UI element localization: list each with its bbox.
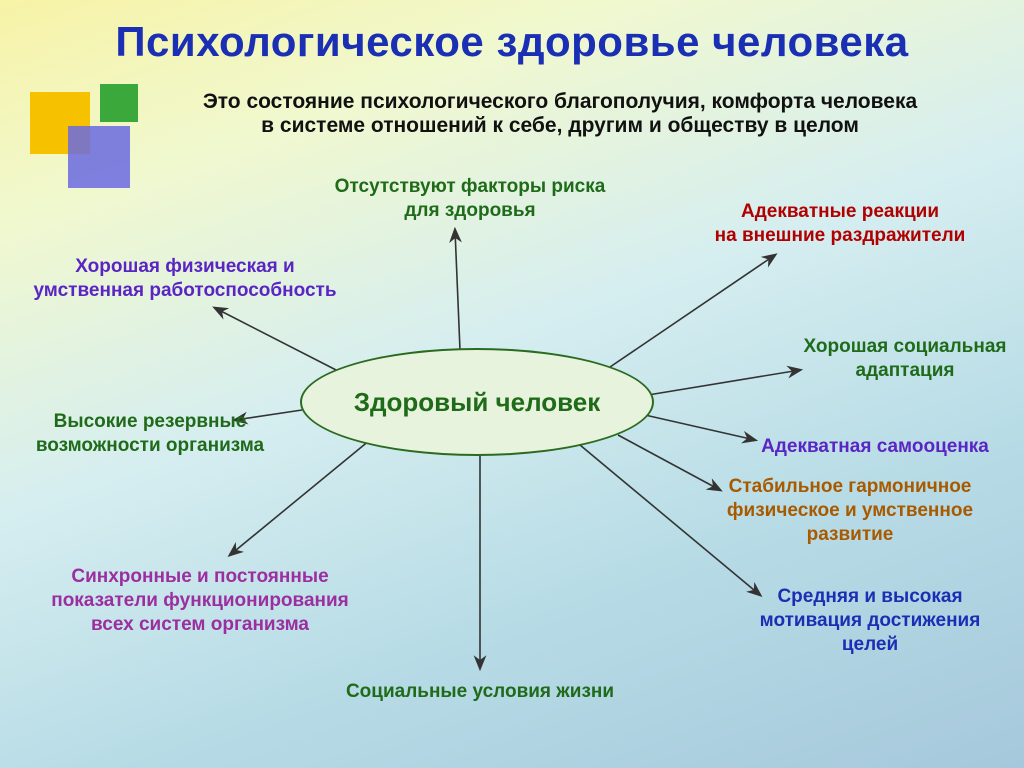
node-physical-mental: Хорошая физическая и умственная работоспо… xyxy=(15,255,355,303)
subtitle-line2: в системе отношений к себе, другим и общ… xyxy=(261,114,859,137)
node-risk-factors-line0: Отсутствуют факторы риска xyxy=(335,176,606,197)
diagram-canvas: Психологическое здоровье человека Это со… xyxy=(0,0,1024,768)
node-physical-mental-line1: умственная работоспособность xyxy=(33,280,336,301)
node-social-adaptation-line1: адаптация xyxy=(856,360,955,381)
node-adequate-reactions: Адекватные реакции на внешние раздражител… xyxy=(680,200,1000,248)
deco-square-green xyxy=(100,84,138,122)
node-motivation: Средняя и высокая мотивация достижения цел… xyxy=(740,585,1000,656)
node-motivation-line0: Средняя и высокая xyxy=(777,586,962,607)
node-reserve-capacity-line1: возможности организма xyxy=(36,435,264,456)
subtitle-line1: Это состояние психологического благополу… xyxy=(203,90,917,113)
deco-square-blue xyxy=(68,126,130,188)
node-social-conditions: Социальные условия жизни xyxy=(315,680,645,704)
page-title: Психологическое здоровье человека xyxy=(0,18,1024,66)
node-social-adaptation-line0: Хорошая социальная xyxy=(804,336,1007,357)
node-social-adaptation: Хорошая социальная адаптация xyxy=(790,335,1020,383)
node-reserve-capacity-line0: Высокие резервные xyxy=(54,411,247,432)
arrow-social-adaptation xyxy=(648,370,800,395)
subtitle: Это состояние психологического благополу… xyxy=(150,90,970,138)
node-stable-development-line1: физическое и умственное xyxy=(727,500,973,521)
node-reserve-capacity: Высокие резервные возможности организма xyxy=(10,410,290,458)
arrow-self-esteem xyxy=(645,415,755,440)
arrow-risk-factors xyxy=(455,230,460,350)
node-synchronous-indicators: Синхронные и постоянные показатели функци… xyxy=(25,565,375,636)
node-stable-development-line0: Стабильное гармоничное xyxy=(729,476,972,497)
node-self-esteem: Адекватная самооценка xyxy=(740,435,1010,459)
arrow-physical-mental xyxy=(215,308,340,372)
node-adequate-reactions-line0: Адекватные реакции xyxy=(741,201,939,222)
central-node-label: Здоровый человек xyxy=(354,387,601,418)
node-adequate-reactions-line1: на внешние раздражители xyxy=(715,225,966,246)
node-social-conditions-line0: Социальные условия жизни xyxy=(346,681,614,702)
node-risk-factors: Отсутствуют факторы риска для здоровья xyxy=(290,175,650,223)
node-stable-development: Стабильное гармоничное физическое и умств… xyxy=(700,475,1000,546)
node-synchronous-indicators-line1: показатели функционирования xyxy=(51,590,349,611)
node-risk-factors-line1: для здоровья xyxy=(404,200,535,221)
node-synchronous-indicators-line2: всех систем организма xyxy=(91,614,309,635)
arrow-adequate-reactions xyxy=(610,255,775,367)
central-node: Здоровый человек xyxy=(300,348,654,456)
node-motivation-line2: целей xyxy=(842,634,898,655)
node-synchronous-indicators-line0: Синхронные и постоянные xyxy=(71,566,328,587)
node-motivation-line1: мотивация достижения xyxy=(760,610,981,631)
node-self-esteem-line0: Адекватная самооценка xyxy=(761,436,989,457)
node-physical-mental-line0: Хорошая физическая и xyxy=(75,256,294,277)
node-stable-development-line2: развитие xyxy=(807,524,894,545)
